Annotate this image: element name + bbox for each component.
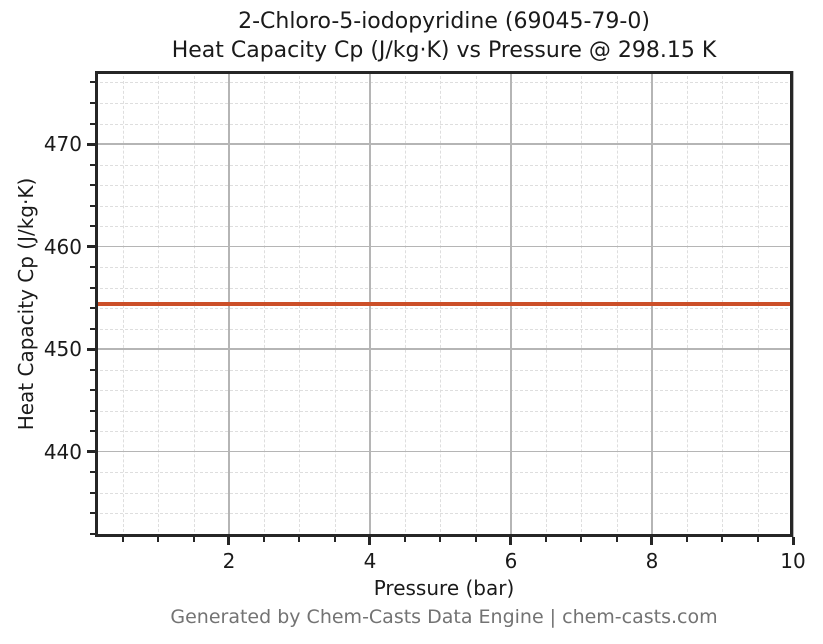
- y-major-gridline: [95, 143, 793, 145]
- y-minor-gridline: [95, 492, 793, 494]
- x-minor-tick: [756, 537, 759, 542]
- x-minor-tick: [615, 537, 618, 542]
- y-minor-gridline: [95, 205, 793, 207]
- y-minor-gridline: [95, 431, 793, 433]
- x-minor-tick: [686, 537, 689, 542]
- y-minor-gridline: [95, 123, 793, 125]
- plot-area: [95, 71, 793, 537]
- y-minor-tick: [90, 368, 95, 371]
- x-major-tick: [368, 537, 372, 545]
- x-minor-tick: [721, 537, 724, 542]
- y-tick-label: 460: [43, 234, 82, 259]
- y-minor-tick: [90, 430, 95, 433]
- y-minor-tick: [90, 471, 95, 474]
- x-minor-tick: [474, 537, 477, 542]
- y-minor-gridline: [95, 185, 793, 187]
- y-axis-label: Heat Capacity Cp (J/kg·K): [14, 177, 38, 431]
- y-minor-tick: [90, 512, 95, 515]
- y-major-tick: [87, 142, 95, 146]
- y-minor-gridline: [95, 82, 793, 84]
- y-minor-gridline: [95, 308, 793, 310]
- y-minor-tick: [90, 184, 95, 187]
- x-minor-tick: [298, 537, 301, 542]
- y-minor-tick: [90, 327, 95, 330]
- x-tick-label: 10: [780, 549, 806, 573]
- y-minor-gridline: [95, 328, 793, 330]
- x-major-gridline: [792, 71, 794, 537]
- y-major-gridline: [95, 450, 793, 453]
- y-major-tick: [87, 347, 95, 351]
- y-minor-gridline: [95, 472, 793, 474]
- x-major-tick: [509, 537, 513, 545]
- y-minor-tick: [90, 286, 95, 289]
- y-minor-tick: [90, 532, 95, 535]
- x-major-tick: [650, 537, 654, 545]
- x-minor-tick: [404, 537, 407, 542]
- y-minor-gridline: [95, 267, 793, 269]
- y-minor-tick: [90, 491, 95, 494]
- y-minor-tick: [90, 225, 95, 228]
- y-major-gridline: [95, 348, 793, 350]
- x-minor-tick: [122, 537, 125, 542]
- y-minor-tick: [90, 204, 95, 207]
- y-minor-tick: [90, 163, 95, 166]
- y-major-tick: [87, 450, 95, 454]
- y-major-gridline: [95, 245, 793, 248]
- attribution-footer: Generated by Chem-Casts Data Engine | ch…: [170, 606, 718, 628]
- y-minor-tick: [90, 409, 95, 412]
- y-minor-tick: [90, 307, 95, 310]
- x-tick-label: 8: [645, 549, 659, 573]
- x-minor-tick: [333, 537, 336, 542]
- x-major-tick: [791, 537, 795, 545]
- chart-title-line-1: 2-Chloro-5-iodopyridine (69045-79-0): [238, 9, 650, 34]
- x-minor-tick: [439, 537, 442, 542]
- y-minor-gridline: [95, 226, 793, 228]
- x-major-tick: [227, 537, 231, 545]
- y-tick-label: 470: [43, 132, 82, 157]
- y-minor-tick: [90, 389, 95, 392]
- y-minor-gridline: [95, 513, 793, 515]
- y-minor-tick: [90, 101, 95, 104]
- y-tick-label: 440: [43, 439, 82, 464]
- x-axis-label: Pressure (bar): [373, 576, 515, 600]
- chart-title: 2-Chloro-5-iodopyridine (69045-79-0) Hea…: [95, 7, 793, 65]
- x-tick-label: 4: [363, 549, 377, 573]
- y-minor-gridline: [95, 164, 793, 166]
- y-minor-gridline: [95, 102, 793, 104]
- y-minor-gridline: [95, 287, 793, 289]
- y-tick-label: 450: [43, 337, 82, 362]
- x-minor-tick: [545, 537, 548, 542]
- x-minor-tick: [580, 537, 583, 542]
- y-minor-tick: [90, 81, 95, 84]
- chart-title-line-2: Heat Capacity Cp (J/kg·K) vs Pressure @ …: [171, 38, 717, 63]
- y-minor-gridline: [95, 390, 793, 392]
- y-minor-gridline: [95, 369, 793, 371]
- x-tick-label: 2: [222, 549, 236, 573]
- x-minor-tick: [157, 537, 160, 542]
- x-tick-label: 6: [504, 549, 518, 573]
- y-major-tick: [87, 245, 95, 249]
- x-minor-tick: [192, 537, 195, 542]
- y-minor-gridline: [95, 410, 793, 412]
- y-minor-tick: [90, 122, 95, 125]
- x-minor-tick: [263, 537, 266, 542]
- y-minor-tick: [90, 266, 95, 269]
- cp-data-line: [98, 301, 790, 307]
